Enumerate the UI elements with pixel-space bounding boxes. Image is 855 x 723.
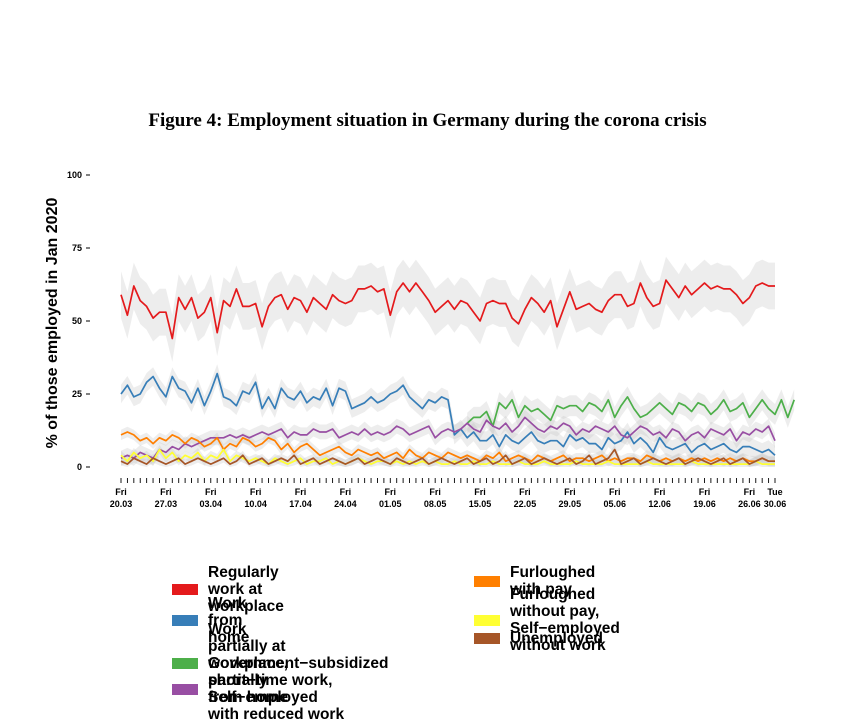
x-tick-label-top: Fri xyxy=(115,487,127,497)
band-4 xyxy=(121,426,775,467)
x-tick-label-bottom: 30.06 xyxy=(764,499,787,509)
legend-swatch-purple xyxy=(172,683,198,695)
series-lines xyxy=(120,279,795,465)
x-tick-label-bottom: 15.05 xyxy=(469,499,492,509)
legend-item-furloughed-with-pay: Furloughed with pay xyxy=(474,564,595,598)
legend-label: Regularly work at workplace xyxy=(208,564,284,615)
x-tick-label-top: Fri xyxy=(519,487,531,497)
x-tick-label-bottom: 24.04 xyxy=(334,499,357,509)
x-tick-label-bottom: 26.06 xyxy=(738,499,761,509)
x-tick-label-bottom: 20.03 xyxy=(110,499,133,509)
legend-label-line2: partially from home xyxy=(208,672,289,706)
x-tick-label-top: Fri xyxy=(205,487,217,497)
series-line-4 xyxy=(120,431,775,463)
series-line-0 xyxy=(120,279,775,340)
x-tick-label-top: Fri xyxy=(385,487,397,497)
confidence-bands xyxy=(121,256,795,467)
x-tick-label-top: Fri xyxy=(744,487,756,497)
x-tick-label-bottom: 17.04 xyxy=(289,499,312,509)
x-tick-label-bottom: 27.03 xyxy=(155,499,178,509)
legend-swatch-yellow xyxy=(474,614,500,626)
x-tick-label-bottom: 29.05 xyxy=(559,499,582,509)
x-tick-label-bottom: 19.06 xyxy=(693,499,716,509)
x-tick-label-bottom: 22.05 xyxy=(514,499,537,509)
x-tick-label-top: Fri xyxy=(250,487,262,497)
band-1 xyxy=(121,364,775,465)
legend-item-furloughed-without-pay: Furloughed without pay, Self−employed wi… xyxy=(474,586,620,654)
legend-item-unemployed: Unemployed xyxy=(474,630,603,647)
x-tick-label-top: Fri xyxy=(474,487,486,497)
figure-title: Figure 4: Employment situation in German… xyxy=(148,110,707,131)
x-tick-label-top: Fri xyxy=(295,487,307,497)
y-tick-label: 100 xyxy=(67,170,82,180)
x-tick-label-top: Fri xyxy=(160,487,172,497)
band-6 xyxy=(121,445,775,467)
legend-swatch-brown xyxy=(474,633,500,644)
band-0 xyxy=(121,256,775,362)
legend-label: Government−subsidized xyxy=(208,655,389,672)
legend-swatch-red xyxy=(172,584,198,595)
legend-item-short-time-work: Government−subsidized short−time work, S… xyxy=(172,655,388,723)
x-tick-label-top: Fri xyxy=(564,487,576,497)
x-tick-label-top: Fri xyxy=(340,487,352,497)
band-2 xyxy=(467,386,795,437)
y-tick-label: 0 xyxy=(77,462,82,472)
x-tick-label-top: Tue xyxy=(767,487,782,497)
band-3 xyxy=(121,409,775,466)
legend-label: Work from home xyxy=(208,595,250,646)
y-axis: 0 25 50 75 100 xyxy=(67,170,90,472)
y-axis-label: % of those employed in Jan 2020 xyxy=(44,198,61,449)
x-tick-label-bottom: 08.05 xyxy=(424,499,447,509)
legend-item-partially-workplace: Work partially at workplace, partially f… xyxy=(172,621,288,706)
y-tick-label: 25 xyxy=(72,389,82,399)
legend-swatch-blue xyxy=(172,615,198,626)
series-line-3 xyxy=(120,416,776,460)
x-tick-label-top: Fri xyxy=(609,487,621,497)
legend-label: Unemployed xyxy=(510,630,604,647)
series-line-6 xyxy=(120,448,775,465)
legend-label-line3: with reduced work xyxy=(208,706,345,723)
y-tick-label: 50 xyxy=(72,316,82,326)
legend-swatch-green xyxy=(172,658,198,669)
legend-swatch-orange xyxy=(474,575,500,587)
legend-label-line2: short−time work, Self−employed xyxy=(208,672,333,706)
series-line-2 xyxy=(466,396,795,427)
legend-label-block: Government−subsidized short−time work, S… xyxy=(208,655,388,723)
legend-label-line2: Self−employed without work xyxy=(510,620,620,654)
x-tick-label-top: Fri xyxy=(699,487,711,497)
x-tick-label-top: Fri xyxy=(429,487,441,497)
x-tick-label-bottom: 12.06 xyxy=(648,499,671,509)
legend-label: Furloughed with pay xyxy=(510,564,596,598)
legend-label-block: Furloughed without pay, Self−employed wi… xyxy=(510,586,620,654)
band-5 xyxy=(121,445,775,467)
legend-item-regular-workplace: Regularly work at workplace xyxy=(172,564,284,615)
legend-label-block: Work partially at workplace, partially f… xyxy=(208,621,288,706)
x-tick-label-bottom: 05.06 xyxy=(603,499,626,509)
x-tick-label-bottom: 03.04 xyxy=(199,499,222,509)
x-tick-label-top: Fri xyxy=(654,487,666,497)
legend-label: Work partially at workplace, xyxy=(208,621,289,672)
legend-item-work-from-home: Work from home xyxy=(172,595,249,646)
x-tick-label-bottom: 01.05 xyxy=(379,499,402,509)
series-line-1 xyxy=(120,372,776,456)
legend-label: Furloughed without pay, xyxy=(510,586,600,620)
line-chart: 0 25 50 75 100 Fri 20.03 Fri 27.03 Fri 03.04 Fri 10… xyxy=(44,170,795,509)
x-tick-label-bottom: 10.04 xyxy=(244,499,267,509)
x-axis: Fri 20.03 Fri 27.03 Fri 03.04 Fri 10.04 Fri 17.04… xyxy=(110,478,787,509)
y-tick-label: 75 xyxy=(72,243,82,253)
